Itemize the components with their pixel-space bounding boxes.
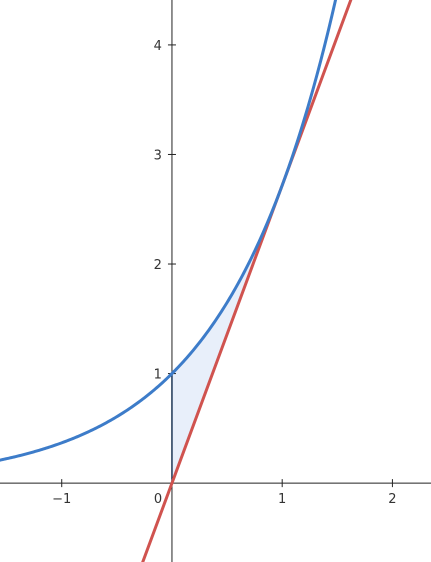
y-tick-label: 1 bbox=[154, 368, 162, 383]
exponential-curve bbox=[0, 0, 338, 462]
y-tick-label: 2 bbox=[154, 258, 162, 273]
x-tick-label: −1 bbox=[52, 492, 71, 507]
tick-labels-layer: −1 0 1 2 1 2 3 4 bbox=[52, 39, 396, 507]
y-tick-label: 3 bbox=[154, 148, 162, 163]
x-tick-label: 1 bbox=[278, 492, 286, 507]
x-tick-label: 0 bbox=[154, 492, 162, 507]
y-tick-label: 4 bbox=[154, 39, 162, 54]
x-tick-label: 2 bbox=[388, 492, 396, 507]
